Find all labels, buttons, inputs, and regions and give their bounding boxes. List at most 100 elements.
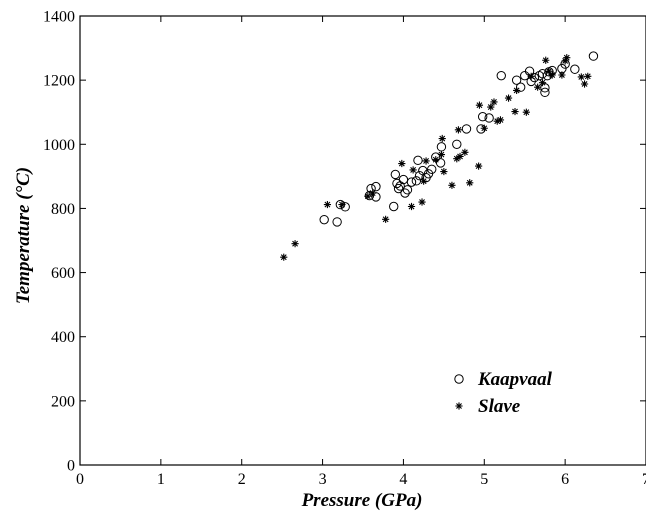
data-point-slave [364, 192, 372, 200]
data-point-kaapvaal [413, 155, 423, 166]
y-tick-label: 1200 [43, 73, 75, 90]
data-point-kaapvaal [452, 139, 462, 149]
data-point-kaapvaal [371, 181, 381, 192]
data-point-slave [584, 72, 592, 80]
data-point-kaapvaal [511, 75, 522, 85]
data-point-kaapvaal [588, 51, 599, 61]
y-tick-label: 1000 [43, 137, 75, 154]
data-point-kaapvaal [400, 188, 410, 198]
data-point-slave [453, 155, 461, 163]
x-tick-label: 6 [561, 471, 569, 488]
data-point-slave [487, 103, 495, 111]
data-point-slave [456, 152, 464, 161]
x-axis: 0 1 2 3 4 5 6 7 [76, 16, 646, 488]
data-point-kaapvaal [390, 169, 401, 180]
legend-marker-shape [455, 402, 463, 410]
data-point-slave [490, 98, 498, 106]
data-point-slave [480, 124, 488, 132]
data-point-slave [558, 71, 566, 79]
data-point-kaapvaal [398, 174, 409, 185]
data-point-kaapvaal [461, 124, 472, 134]
x-tick-label: 1 [157, 471, 165, 488]
data-point-slave [407, 202, 416, 211]
data-point-slave [504, 94, 513, 102]
data-point-kaapvaal [540, 87, 550, 98]
data-point-slave [580, 80, 589, 88]
data-point-slave [522, 108, 530, 116]
data-point-kaapvaal [435, 158, 446, 168]
y-tick-label: 1400 [43, 9, 75, 26]
data-point-kaapvaal [340, 202, 350, 212]
data-point-slave [338, 200, 346, 209]
data-point-slave [475, 162, 483, 170]
data-point-slave [448, 181, 456, 189]
plot-area [79, 15, 646, 466]
y-tick-label: 800 [51, 201, 75, 218]
data-point-slave [432, 156, 440, 164]
data-point-slave [542, 56, 550, 64]
data-point-kaapvaal [414, 171, 425, 181]
data-point-slave [511, 107, 519, 116]
data-point-slave [466, 179, 474, 187]
data-point-kaapvaal [393, 183, 404, 194]
data-point-kaapvaal [427, 164, 437, 175]
data-point-kaapvaal [389, 201, 399, 212]
y-tick-label: 600 [51, 265, 75, 282]
data-point-kaapvaal [484, 113, 494, 123]
x-tick-label: 4 [399, 471, 407, 488]
data-point-slave [291, 240, 299, 248]
data-point-slave [496, 116, 505, 124]
data-point-kaapvaal [319, 214, 329, 225]
legend-label-kaapvaal: Kaapvaal [477, 369, 553, 390]
data-point-slave [493, 117, 501, 125]
data-point-slave [548, 71, 556, 79]
data-point-kaapvaal [402, 185, 413, 195]
x-tick-label: 7 [642, 471, 646, 488]
y-tick-label: 200 [51, 393, 75, 410]
data-point-slave [369, 189, 377, 197]
data-point-slave [577, 73, 585, 81]
x-tick-label: 3 [319, 471, 327, 488]
data-point-slave [475, 101, 484, 109]
data-point-slave [323, 200, 332, 209]
data-point-slave [534, 83, 542, 91]
data-point-slave [382, 215, 390, 223]
legend: Kaapvaal Slave [454, 369, 553, 417]
data-point-kaapvaal [332, 217, 342, 227]
legend-label-slave: Slave [478, 396, 521, 417]
plot-border [79, 15, 646, 466]
data-point-kaapvaal [477, 112, 488, 122]
data-point-slave [527, 72, 535, 80]
data-point-slave [454, 126, 463, 134]
data-point-slave [409, 166, 417, 174]
data-point-slave [561, 57, 569, 65]
y-axis: 0 200 400 600 800 1000 1200 1400 [43, 9, 646, 475]
data-point-slave [538, 79, 547, 87]
legend-marker-shape [454, 374, 464, 384]
y-tick-label: 400 [51, 329, 75, 346]
legend-marker-kaapvaal [454, 374, 464, 384]
data-point-slave [438, 134, 446, 143]
data-point-kaapvaal [364, 190, 375, 201]
data-points [280, 51, 599, 261]
data-point-kaapvaal [496, 70, 506, 81]
y-axis-title: Temperature (°C) [13, 167, 34, 304]
data-point-slave [280, 253, 288, 261]
x-tick-label: 2 [238, 471, 246, 488]
x-tick-label: 5 [480, 471, 488, 488]
data-point-slave [420, 177, 428, 185]
data-point-kaapvaal [436, 142, 447, 152]
data-point-slave [422, 157, 430, 165]
data-point-kaapvaal [406, 177, 417, 187]
data-point-slave [563, 54, 571, 62]
data-point-kaapvaal [540, 83, 550, 93]
data-point-slave [418, 198, 426, 206]
data-point-slave [398, 159, 406, 168]
data-point-slave [440, 167, 448, 176]
data-point-slave [437, 150, 446, 159]
x-axis-title: Pressure (GPa) [301, 490, 423, 511]
data-point-kaapvaal [570, 64, 580, 74]
data-point-slave [513, 86, 521, 95]
x-tick-label: 0 [76, 471, 84, 488]
